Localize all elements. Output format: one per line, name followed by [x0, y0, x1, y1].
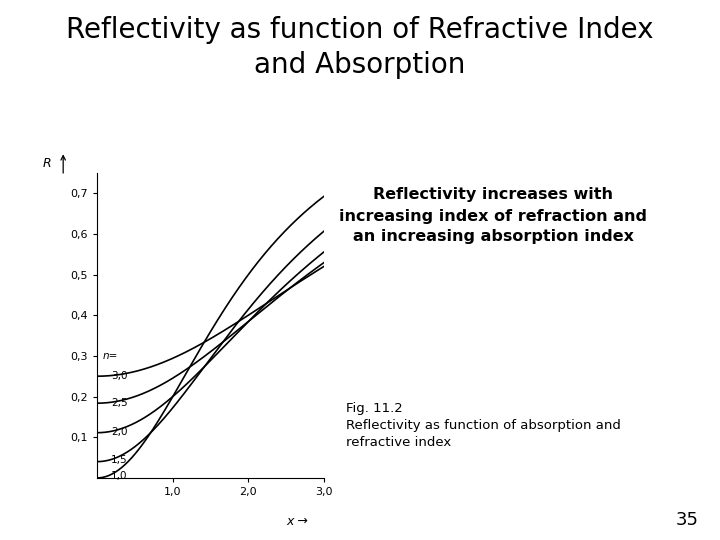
Text: 1,0: 1,0	[111, 471, 127, 481]
Text: Reflectivity as function of Refractive Index
and Absorption: Reflectivity as function of Refractive I…	[66, 16, 654, 79]
Text: Reflectivity increases with
increasing index of refraction and
an increasing abs: Reflectivity increases with increasing i…	[339, 187, 647, 245]
Text: 3,0: 3,0	[111, 371, 127, 381]
Text: 35: 35	[675, 511, 698, 529]
Text: R: R	[43, 157, 52, 170]
Text: n=: n=	[102, 351, 118, 361]
Text: 1,5: 1,5	[111, 455, 127, 465]
Text: x →: x →	[286, 515, 307, 528]
Text: Fig. 11.2
Reflectivity as function of absorption and
refractive index: Fig. 11.2 Reflectivity as function of ab…	[346, 402, 621, 449]
Text: 2,0: 2,0	[111, 427, 127, 437]
Text: 2,5: 2,5	[111, 397, 127, 408]
